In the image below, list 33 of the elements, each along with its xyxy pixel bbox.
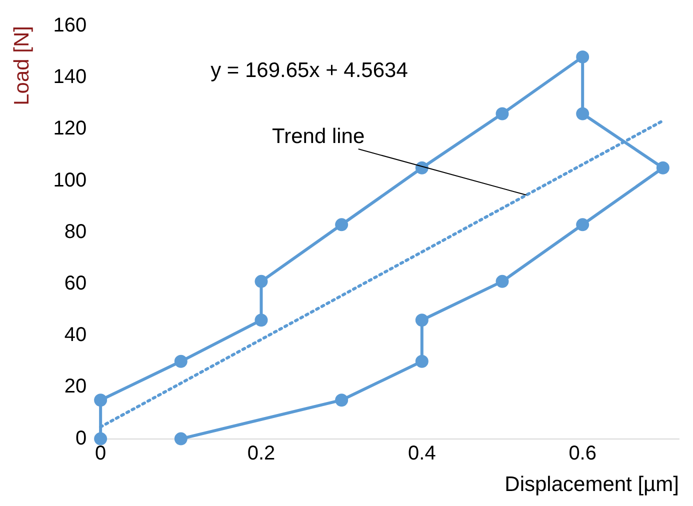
point bbox=[576, 218, 590, 232]
x-tick-label: 0.2 bbox=[247, 442, 276, 464]
point bbox=[254, 314, 268, 327]
point bbox=[415, 314, 428, 327]
y-tick-label: 120 bbox=[53, 118, 87, 140]
y-tick-label: 40 bbox=[64, 324, 87, 346]
point bbox=[94, 394, 108, 407]
point bbox=[496, 274, 509, 288]
point bbox=[335, 218, 348, 232]
annotation: y = 169.65x + 4.5634 bbox=[210, 58, 408, 82]
point bbox=[174, 354, 188, 368]
point bbox=[576, 50, 590, 64]
point bbox=[576, 107, 590, 120]
point bbox=[415, 354, 428, 368]
point bbox=[335, 394, 348, 407]
annotation: Trend line bbox=[272, 124, 365, 148]
x-tick-label: 0.4 bbox=[408, 442, 436, 464]
y-axis-title: Load [N] bbox=[10, 26, 34, 106]
y-tick-label: 100 bbox=[53, 169, 87, 192]
x-tick-label: 0.6 bbox=[568, 442, 596, 464]
y-tick-label: 80 bbox=[64, 220, 87, 243]
y-tick-label: 20 bbox=[64, 376, 87, 398]
point bbox=[656, 161, 670, 174]
point bbox=[254, 274, 268, 288]
y-tick-label: 140 bbox=[53, 66, 87, 88]
x-axis-title: Displacement [µm] bbox=[504, 473, 679, 496]
point bbox=[496, 107, 509, 120]
x-tick-label: 0 bbox=[95, 442, 106, 464]
point bbox=[174, 432, 188, 446]
point bbox=[94, 432, 108, 446]
y-tick-label: 60 bbox=[64, 272, 87, 295]
y-tick-label: 0 bbox=[75, 427, 87, 450]
y-tick-label: 160 bbox=[53, 14, 87, 37]
